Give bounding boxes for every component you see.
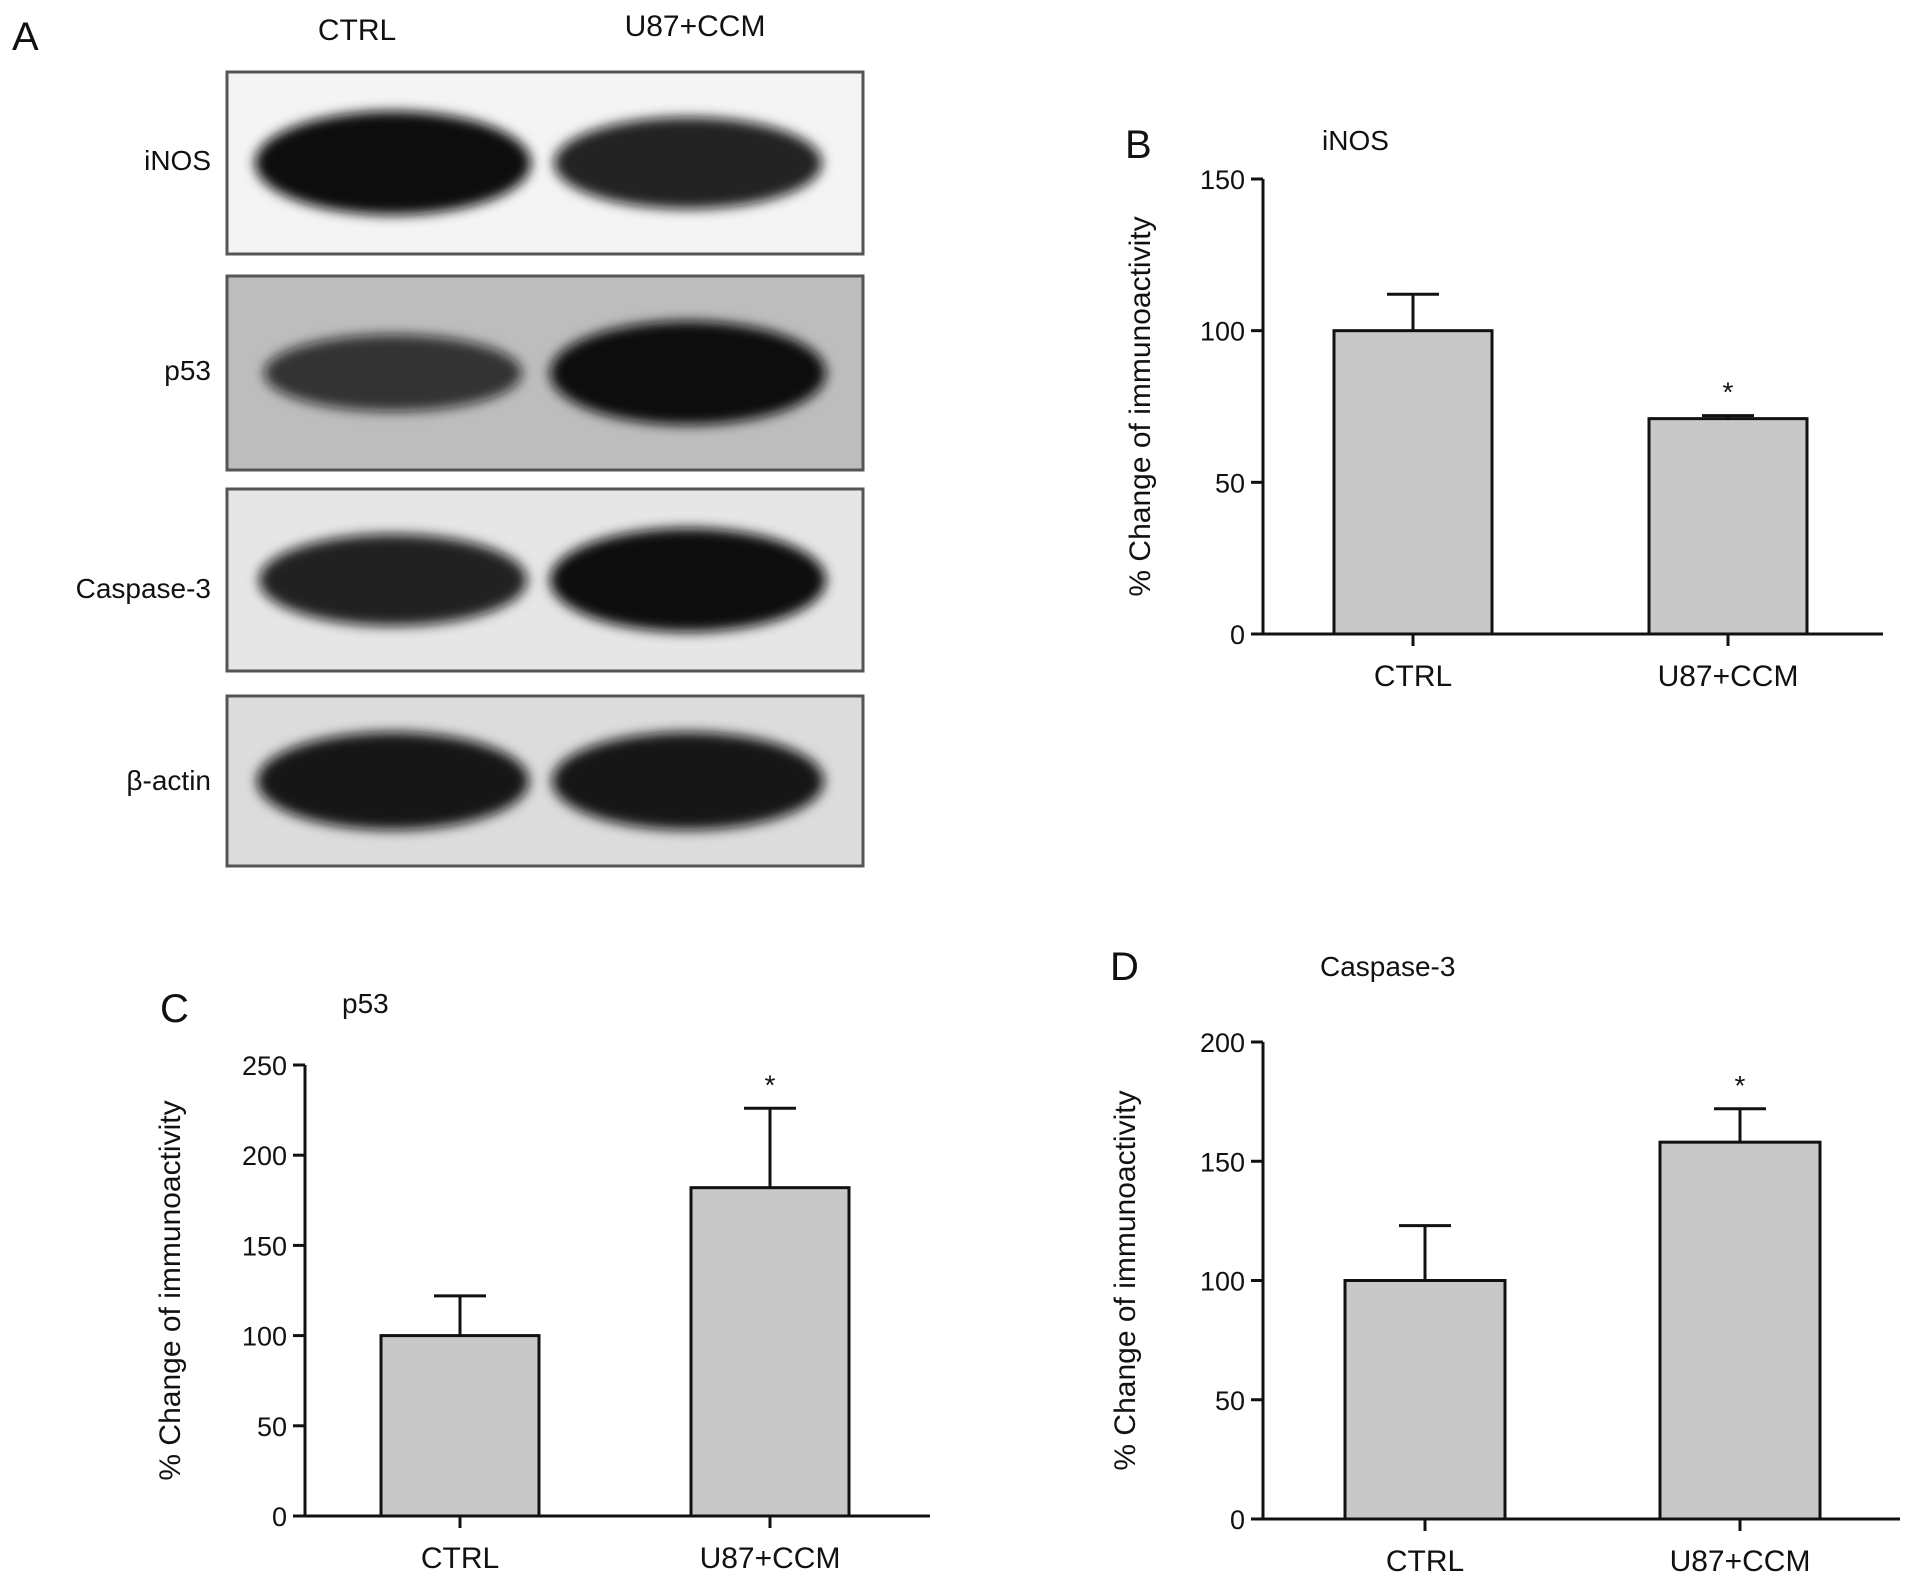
bar-inos-u87-ccm bbox=[1647, 417, 1809, 636]
panel-letter-c: C bbox=[160, 987, 189, 1031]
y-tick-label: 50 bbox=[1215, 468, 1245, 498]
significance-marker-u87-ccm: * bbox=[1723, 377, 1734, 408]
chart-title-p53: p53 bbox=[342, 988, 389, 1019]
y-tick-label: 50 bbox=[257, 1412, 287, 1442]
panel-letter-a: A bbox=[12, 15, 39, 59]
blot-strips bbox=[225, 70, 865, 868]
y-axis-title: % Change of immunoactivity bbox=[1109, 1090, 1142, 1470]
bar-chart-caspase-3: 0 50 100 150 200 % Change of immunoactivity CT… bbox=[1109, 1028, 1900, 1576]
y-tick-label: 150 bbox=[1200, 1147, 1245, 1177]
y-tick-label: 250 bbox=[242, 1051, 287, 1081]
lane-label-u87-ccm: U87+CCM bbox=[625, 10, 766, 43]
y-tick-label: 150 bbox=[242, 1231, 287, 1261]
y-tick-label: 0 bbox=[1230, 620, 1245, 650]
x-tick-label-ctrl: CTRL bbox=[1386, 1545, 1464, 1576]
bar-p53-ctrl bbox=[379, 1334, 541, 1518]
x-tick-label-u87-ccm: U87+CCM bbox=[1658, 660, 1799, 693]
significance-marker-u87-ccm: * bbox=[1735, 1070, 1746, 1101]
blot-band--actin-u87-ccm bbox=[552, 732, 824, 830]
blot-row-label-inos: iNOS bbox=[144, 145, 211, 176]
panel-letter-d: D bbox=[1110, 945, 1139, 989]
lane-label-ctrl: CTRL bbox=[318, 14, 396, 47]
blot-band-p53-ctrl bbox=[264, 334, 522, 412]
blot-band-caspase-3-ctrl bbox=[259, 534, 527, 626]
y-tick-label: 0 bbox=[272, 1502, 287, 1532]
bar-p53-u87-ccm bbox=[689, 1186, 851, 1518]
blot-band--actin-ctrl bbox=[257, 732, 529, 830]
bar-chart-inos: 0 50 100 150 % Change of immunoactivity CTRL U… bbox=[1124, 165, 1883, 693]
panel-letter-b: B bbox=[1125, 123, 1152, 167]
bar-inos-ctrl bbox=[1332, 329, 1494, 636]
y-tick-label: 200 bbox=[1200, 1028, 1245, 1058]
western-blot-panel: A CTRL U87+CCM iNOS p53 Caspase-3 β-acti… bbox=[12, 10, 865, 868]
blot-row-label-caspase-3: Caspase-3 bbox=[76, 573, 211, 604]
y-axis-title: % Change of immunoactivity bbox=[154, 1100, 187, 1480]
bar-chart-p53: 0 50 100 150 200 250 % Change of immunoactivit… bbox=[154, 1051, 930, 1575]
chart-title-caspase-3: Caspase-3 bbox=[1320, 951, 1455, 982]
x-tick-label-ctrl: CTRL bbox=[421, 1542, 499, 1575]
y-tick-label: 0 bbox=[1230, 1505, 1245, 1535]
x-tick-label-u87-ccm: U87+CCM bbox=[700, 1542, 841, 1575]
y-tick-label: 50 bbox=[1215, 1386, 1245, 1416]
y-tick-label: 100 bbox=[1200, 1267, 1245, 1297]
bar-caspase-3-ctrl bbox=[1343, 1279, 1507, 1521]
y-tick-label: 200 bbox=[242, 1141, 287, 1171]
significance-marker-u87-ccm: * bbox=[765, 1069, 776, 1100]
blot-row-label-p53: p53 bbox=[164, 355, 211, 386]
blot-band-p53-u87-ccm bbox=[550, 321, 826, 425]
chart-title-inos: iNOS bbox=[1322, 125, 1389, 156]
x-tick-label-ctrl: CTRL bbox=[1374, 660, 1452, 693]
x-tick-label-u87-ccm: U87+CCM bbox=[1670, 1545, 1811, 1576]
blot-band-caspase-3-u87-ccm bbox=[550, 528, 826, 632]
y-tick-label: 100 bbox=[242, 1322, 287, 1352]
y-tick-label: 100 bbox=[1200, 317, 1245, 347]
blot-row-label-beta-actin: β-actin bbox=[126, 765, 211, 796]
bar-caspase-3-u87-ccm bbox=[1658, 1140, 1822, 1521]
blot-band-inos-ctrl bbox=[255, 111, 531, 215]
blot-band-inos-u87-ccm bbox=[554, 117, 822, 209]
y-tick-label: 150 bbox=[1200, 165, 1245, 195]
y-axis-title: % Change of immunoactivity bbox=[1124, 216, 1157, 596]
